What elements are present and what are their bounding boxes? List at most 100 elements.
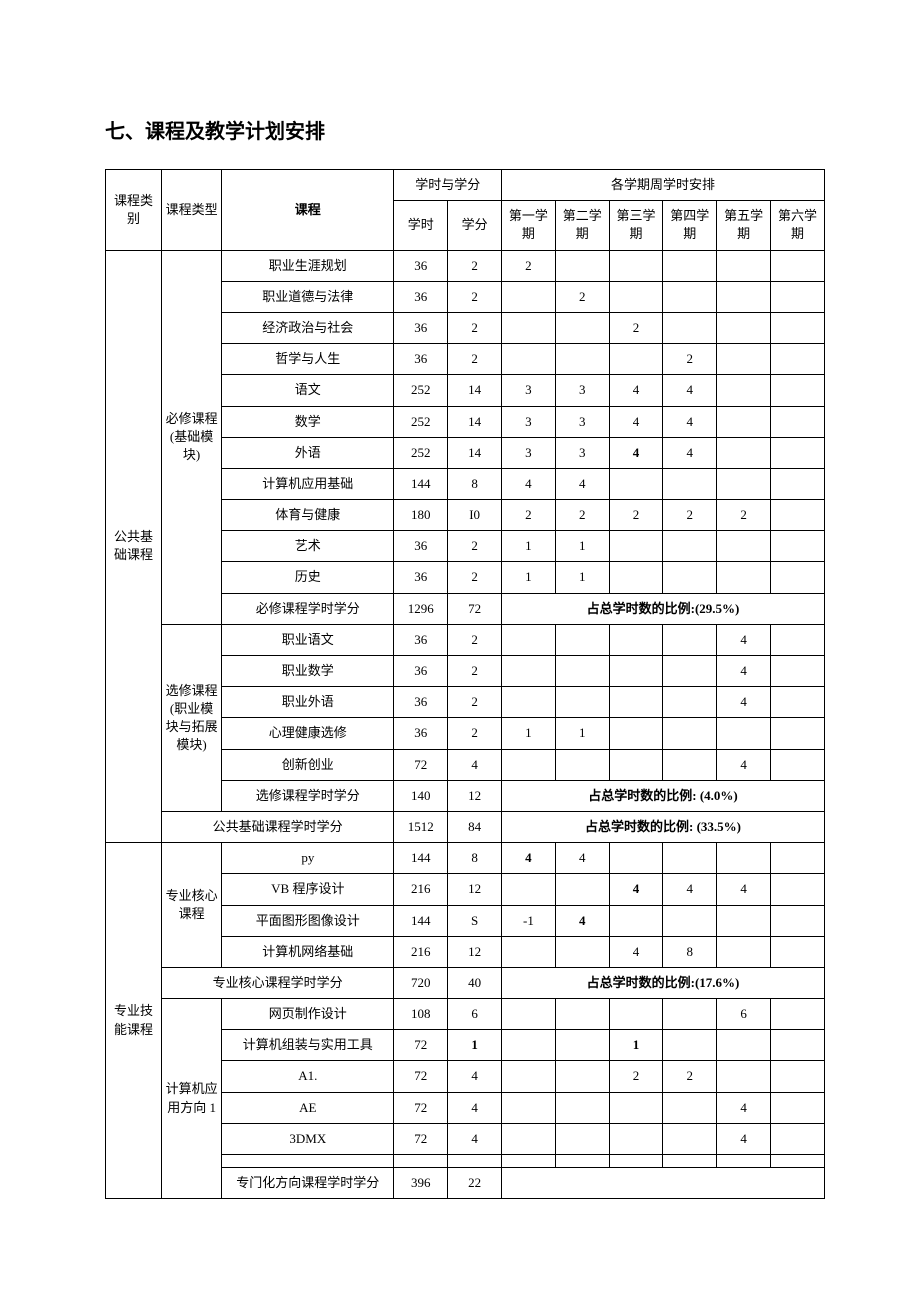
cell-course: 职业生涯规划 xyxy=(222,250,394,281)
cell-course: 外语 xyxy=(222,437,394,468)
cell: 1 xyxy=(502,562,556,593)
cell: 1 xyxy=(555,562,609,593)
cell-course: AE xyxy=(222,1092,394,1123)
cell-course: 哲学与人生 xyxy=(222,344,394,375)
cell: 4 xyxy=(717,1123,771,1154)
cell: 6 xyxy=(448,999,502,1030)
cell-course: 计算机组装与实用工具 xyxy=(222,1030,394,1061)
cell xyxy=(663,843,717,874)
cell xyxy=(717,843,771,874)
cell xyxy=(502,874,556,905)
cell xyxy=(771,250,825,281)
cell xyxy=(663,656,717,687)
cell: 4 xyxy=(717,874,771,905)
cell xyxy=(609,531,663,562)
cell xyxy=(771,500,825,531)
cell xyxy=(555,250,609,281)
cell xyxy=(609,718,663,749)
h-weekly: 各学期周学时安排 xyxy=(502,170,825,201)
cell xyxy=(771,843,825,874)
cell-course: py xyxy=(222,843,394,874)
cell: 2 xyxy=(555,281,609,312)
cell xyxy=(663,749,717,780)
cell-note: 占总学时数的比例:(29.5%) xyxy=(502,593,825,624)
cell xyxy=(771,656,825,687)
cell xyxy=(502,1155,556,1168)
cell xyxy=(771,1061,825,1092)
cell xyxy=(555,874,609,905)
cell xyxy=(771,687,825,718)
cell: 72 xyxy=(394,1030,448,1061)
table-row: 专业技能课程 专业核心课程 py 1448 44 xyxy=(106,843,825,874)
h-hours-credits: 学时与学分 xyxy=(394,170,502,201)
cell xyxy=(663,687,717,718)
cell: 2 xyxy=(448,344,502,375)
cell xyxy=(502,749,556,780)
cell xyxy=(394,1155,448,1168)
cell: 36 xyxy=(394,624,448,655)
cell: 2 xyxy=(502,500,556,531)
cell xyxy=(555,1092,609,1123)
cell: 3 xyxy=(555,375,609,406)
cell: 2 xyxy=(448,624,502,655)
cell: 4 xyxy=(502,843,556,874)
cell xyxy=(555,1123,609,1154)
cell-note: 占总学时数的比例: (4.0%) xyxy=(502,780,825,811)
cell: 4 xyxy=(663,437,717,468)
cell: 72 xyxy=(394,749,448,780)
cell: 4 xyxy=(555,843,609,874)
cell xyxy=(555,312,609,343)
cell xyxy=(555,936,609,967)
cell xyxy=(771,344,825,375)
cell xyxy=(717,1061,771,1092)
cell xyxy=(771,1123,825,1154)
cell xyxy=(502,1092,556,1123)
cell-label: 公共基础课程学时学分 xyxy=(161,811,393,842)
cell xyxy=(663,1030,717,1061)
cell: 2 xyxy=(663,500,717,531)
cell xyxy=(771,749,825,780)
cell xyxy=(663,531,717,562)
cell: 36 xyxy=(394,250,448,281)
h-sem5: 第五学期 xyxy=(717,201,771,250)
cell: 4 xyxy=(555,468,609,499)
cell: 40 xyxy=(448,967,502,998)
cell: 2 xyxy=(663,344,717,375)
h-cat2: 课程类型 xyxy=(161,170,221,251)
cell xyxy=(771,718,825,749)
cell xyxy=(502,1061,556,1092)
cell-course: 平面图形图像设计 xyxy=(222,905,394,936)
cell-course: 3DMX xyxy=(222,1123,394,1154)
cell: 14 xyxy=(448,406,502,437)
cell: 36 xyxy=(394,531,448,562)
cell xyxy=(609,749,663,780)
cell xyxy=(771,999,825,1030)
cat1-pro: 专业技能课程 xyxy=(106,843,162,1199)
cell: 2 xyxy=(502,250,556,281)
cell: 3 xyxy=(502,437,556,468)
cell xyxy=(609,1092,663,1123)
cell: 3 xyxy=(502,406,556,437)
cell xyxy=(663,562,717,593)
cell: 4 xyxy=(609,437,663,468)
cell: 72 xyxy=(394,1123,448,1154)
cell xyxy=(771,1030,825,1061)
cat2-required: 必修课程(基础模块) xyxy=(161,250,221,624)
cell: 1512 xyxy=(394,811,448,842)
cell xyxy=(609,562,663,593)
cell xyxy=(663,624,717,655)
h-course: 课程 xyxy=(222,170,394,251)
cell: 216 xyxy=(394,936,448,967)
summary-row: 公共基础课程学时学分 151284 占总学时数的比例: (33.5%) xyxy=(106,811,825,842)
cell xyxy=(502,624,556,655)
cell-course: VB 程序设计 xyxy=(222,874,394,905)
cell xyxy=(771,312,825,343)
cell xyxy=(555,687,609,718)
cell: 14 xyxy=(448,437,502,468)
cell: 72 xyxy=(448,593,502,624)
table-row: 选修课程(职业模块与拓展模块) 职业语文 362 4 xyxy=(106,624,825,655)
cell xyxy=(609,1155,663,1168)
h-sem1: 第一学期 xyxy=(502,201,556,250)
cell xyxy=(609,468,663,499)
cell xyxy=(717,468,771,499)
